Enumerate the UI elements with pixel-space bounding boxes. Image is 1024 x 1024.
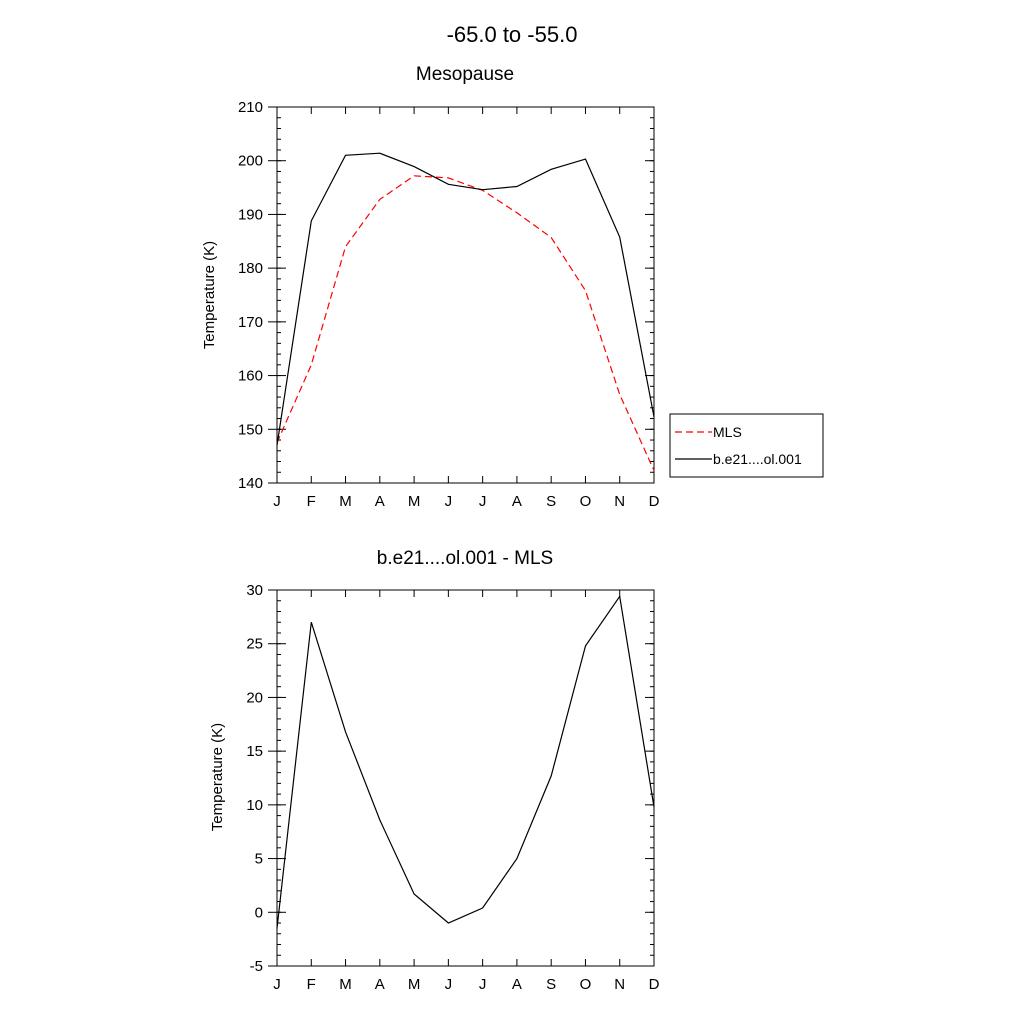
y-tick-label: 170 bbox=[238, 314, 263, 331]
x-tick-label: N bbox=[614, 976, 625, 993]
y-axis-label-bottom: Temperature (K) bbox=[209, 723, 226, 831]
legend-label-model: b.e21....ol.001 bbox=[713, 451, 802, 467]
series-layer-top bbox=[276, 152, 655, 471]
legend-label-mls: MLS bbox=[713, 424, 742, 440]
panel-title-mesopause: Mesopause bbox=[416, 64, 514, 85]
x-tick-label: N bbox=[614, 493, 625, 510]
x-tick-label: M bbox=[339, 976, 352, 993]
y-tick-label: 160 bbox=[238, 368, 263, 385]
y-tick-label: 10 bbox=[246, 797, 263, 814]
y-tick-label: 140 bbox=[238, 475, 263, 492]
y-tick-label: 25 bbox=[246, 636, 263, 653]
mesopause-panel: Mesopause Temperature (K) J F M A M J J A S O N D 14… bbox=[201, 64, 824, 510]
y-tick-label: 0 bbox=[255, 904, 263, 921]
difference-panel: b.e21....ol.001 - MLS Temperature (K) J F… bbox=[209, 548, 660, 993]
y-tick-label: -5 bbox=[250, 958, 263, 975]
x-tick-label: J bbox=[445, 493, 453, 510]
y-tick-label: 15 bbox=[246, 743, 263, 760]
y-tick-label: 200 bbox=[238, 153, 263, 170]
y-tick-label: 150 bbox=[238, 421, 263, 438]
plot-frame bbox=[276, 589, 655, 967]
y-axis-label-top: Temperature (K) bbox=[201, 241, 218, 349]
x-tick-label: J bbox=[445, 976, 453, 993]
x-tick-label: J bbox=[273, 493, 281, 510]
x-tick-label: A bbox=[375, 976, 385, 993]
legend-box bbox=[669, 413, 824, 478]
x-tick-label: M bbox=[339, 493, 352, 510]
axes-bottom: J F M A M J J A S O N D -5 0 5 10 15 20 25 30 bbox=[246, 582, 659, 993]
series-layer-bottom bbox=[276, 594, 655, 929]
x-tick-label: D bbox=[649, 976, 660, 993]
figure-title: -65.0 to -55.0 bbox=[447, 22, 578, 47]
x-tick-label: J bbox=[273, 976, 281, 993]
y-tick-label: 190 bbox=[238, 206, 263, 223]
x-tick-label: O bbox=[580, 976, 592, 993]
x-tick-label: O bbox=[580, 493, 592, 510]
x-tick-label: F bbox=[307, 493, 316, 510]
axes-top: J F M A M J J A S O N D 140 150 160 170 180 190 200 210 bbox=[238, 99, 660, 510]
series-line-mls bbox=[276, 175, 655, 471]
plot-frame bbox=[276, 106, 655, 484]
y-tick-label: 180 bbox=[238, 260, 263, 277]
x-tick-label: J bbox=[479, 493, 487, 510]
x-tick-label: J bbox=[479, 976, 487, 993]
x-tick-label: S bbox=[546, 976, 556, 993]
x-tick-label: M bbox=[408, 976, 421, 993]
x-tick-label: A bbox=[512, 493, 522, 510]
x-tick-label: A bbox=[375, 493, 385, 510]
y-tick-label: 5 bbox=[255, 851, 263, 868]
x-tick-label: M bbox=[408, 493, 421, 510]
x-tick-label: F bbox=[307, 976, 316, 993]
x-tick-label: D bbox=[649, 493, 660, 510]
panel-title-difference: b.e21....ol.001 - MLS bbox=[377, 548, 553, 569]
y-tick-label: 210 bbox=[238, 99, 263, 116]
y-tick-label: 20 bbox=[246, 689, 263, 706]
series-line-difference bbox=[276, 594, 655, 929]
x-tick-label: A bbox=[512, 976, 522, 993]
x-tick-label: S bbox=[546, 493, 556, 510]
legend: MLS b.e21....ol.001 bbox=[669, 413, 824, 478]
y-tick-label: 30 bbox=[246, 582, 263, 599]
series-line-b-e21-ol-001 bbox=[276, 152, 655, 446]
